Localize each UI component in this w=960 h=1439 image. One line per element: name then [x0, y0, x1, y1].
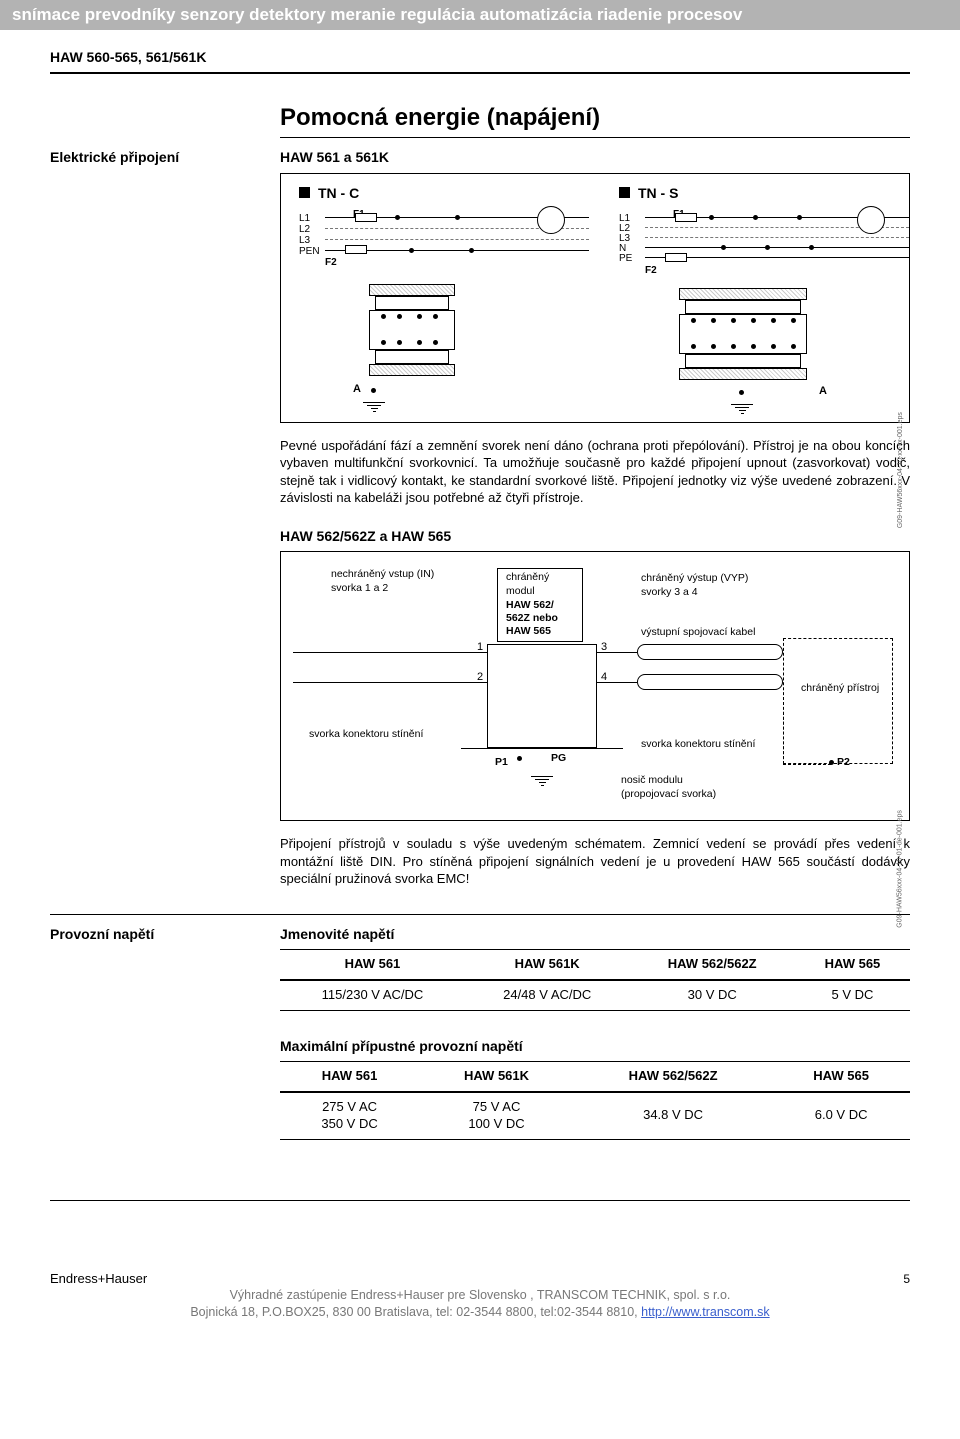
footer: Endress+Hauser 5 [50, 1271, 910, 1288]
footer-link[interactable]: http://www.transcom.sk [641, 1305, 770, 1319]
n3: 3 [601, 640, 607, 654]
t2r0: 275 V AC 350 V DC [280, 1093, 419, 1139]
rule-top [50, 72, 910, 74]
paragraph-1: Pevné uspořádání fází a zemnění svorek n… [280, 437, 910, 507]
rail-s-pe: PE [619, 252, 632, 265]
schematic-module: nechráněný vstup (IN) svorka 1 a 2 chrán… [280, 551, 910, 821]
t1h3: HAW 565 [795, 949, 910, 979]
pg: PG [551, 752, 566, 766]
footer-line1: Výhradné zastúpenie Endress+Hauser pre S… [50, 1287, 910, 1304]
n2: 2 [477, 670, 483, 684]
t1h2: HAW 562/562Z [629, 949, 795, 979]
a-label-s: A [819, 384, 827, 398]
t2h2: HAW 562/562Z [574, 1061, 772, 1091]
label-op-voltage: Provozní napětí [50, 925, 262, 1140]
t1h1: HAW 561K [465, 949, 629, 979]
footer-line2a: Bojnická 18, P.O.BOX25, 830 00 Bratislav… [190, 1305, 641, 1319]
t2r1: 75 V AC 100 V DC [419, 1093, 574, 1139]
brand: Endress+Hauser [50, 1271, 147, 1286]
mod-l3: HAW 565 [506, 625, 551, 639]
label-elec-conn: Elektrické připojení [50, 148, 262, 905]
mod-l1: HAW 562/ [506, 599, 554, 613]
n4: 4 [601, 670, 607, 684]
lbl-shield-r: svorka konektoru stínění [641, 738, 755, 752]
rule-under-title [280, 137, 910, 138]
f2-label: F2 [325, 256, 337, 269]
a-label-c: A [353, 382, 361, 396]
lbl-prot-module: chráněný modul [506, 571, 549, 598]
side-caption-2: G09-HAW56xxx-04-10-01-de-001.eps [896, 810, 905, 928]
header-band: snímace prevodníky senzory detektory mer… [0, 0, 960, 30]
f2-label-s: F2 [645, 264, 657, 277]
table-nominal-voltage: HAW 561 HAW 561K HAW 562/562Z HAW 565 11… [280, 949, 910, 1011]
t1r2: 30 V DC [629, 981, 795, 1010]
mod-l2: 562Z nebo [506, 612, 558, 626]
tn-c-label: TN - C [318, 184, 359, 202]
n1: 1 [477, 640, 483, 654]
subhead-562: HAW 562/562Z a HAW 565 [280, 527, 910, 545]
lbl-unprot-in: nechráněný vstup (IN) svorka 1 a 2 [331, 568, 434, 595]
t2h1: HAW 561K [419, 1061, 574, 1091]
paragraph-2: Připojení přístrojů v souladu s výše uve… [280, 835, 910, 888]
page-number: 5 [903, 1272, 910, 1288]
section-title: Pomocná energie (napájení) [280, 102, 910, 133]
side-caption-1: G09-HAW56xxx-04-10-xx-xx-001.eps [896, 412, 905, 528]
table1-title: Jmenovité napětí [280, 925, 910, 943]
lbl-prot-device: chráněný přístroj [801, 682, 879, 696]
p2: P2 [837, 756, 850, 770]
schematic-tn: TN - C F1 L1 L2 L3 PEN F2 [280, 173, 910, 423]
p1: P1 [495, 756, 508, 770]
t2h0: HAW 561 [280, 1061, 419, 1091]
tn-s-label: TN - S [638, 184, 678, 202]
lbl-prot-out: chráněný výstup (VYP) svorky 3 a 4 [641, 572, 748, 599]
rail-pen: PEN [299, 245, 320, 258]
t1r3: 5 V DC [795, 981, 910, 1010]
lbl-out-cable: výstupní spojovací kabel [641, 626, 755, 640]
table-max-voltage: HAW 561 HAW 561K HAW 562/562Z HAW 565 27… [280, 1061, 910, 1140]
t2r2: 34.8 V DC [574, 1093, 772, 1139]
table2-title: Maximální přípustné provozní napětí [280, 1037, 910, 1055]
t1r1: 24/48 V AC/DC [465, 981, 629, 1010]
lbl-shield-l: svorka konektoru stínění [309, 728, 423, 742]
t1r0: 115/230 V AC/DC [280, 981, 465, 1010]
footer-note: Výhradné zastúpenie Endress+Hauser pre S… [50, 1287, 910, 1321]
doc-code: HAW 560-565, 561/561K [50, 48, 910, 66]
lbl-carrier: nosič modulu (propojovací svorka) [621, 774, 716, 801]
subhead-561: HAW 561 a 561K [280, 148, 910, 166]
t2r3: 6.0 V DC [772, 1093, 910, 1139]
t1h0: HAW 561 [280, 949, 465, 979]
t2h3: HAW 565 [772, 1061, 910, 1091]
